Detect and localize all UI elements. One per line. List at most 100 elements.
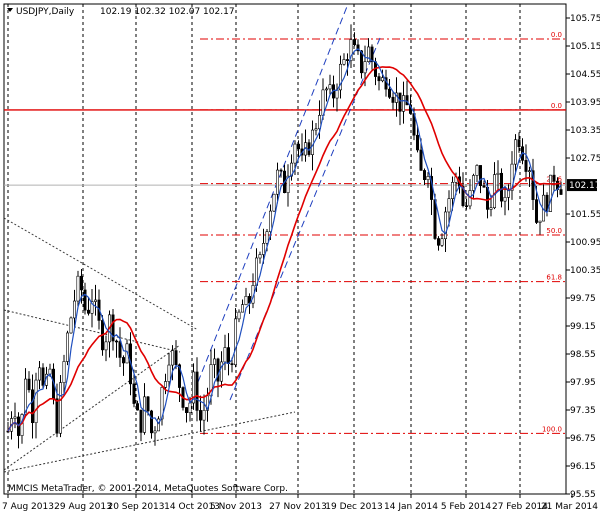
- trendline-upper-dotted: [3, 217, 199, 331]
- candle-bearish: [27, 378, 31, 391]
- y-tick-label: 95.55: [570, 490, 596, 500]
- candle-bullish: [164, 381, 168, 388]
- candle-bearish: [118, 341, 122, 358]
- x-tick-label: 14 Oct 2013: [164, 502, 220, 512]
- candle-bullish: [143, 396, 147, 433]
- candle-bullish: [328, 84, 332, 90]
- candle-bullish: [426, 176, 430, 181]
- fib-level-label: 61.8: [546, 274, 562, 282]
- y-tick-label: 100.35: [570, 266, 600, 276]
- candle-bullish: [76, 275, 80, 302]
- x-tick-label: 27 Feb 2014: [492, 502, 548, 512]
- candle-bearish: [87, 309, 91, 314]
- candle-bearish: [111, 314, 115, 342]
- candle-bullish: [335, 89, 339, 99]
- candle-bearish: [115, 340, 119, 343]
- candle-bullish: [363, 61, 367, 74]
- y-tick-label: 105.75: [570, 14, 600, 24]
- candle-bullish: [447, 198, 451, 213]
- candle-bullish: [157, 418, 161, 432]
- candle-bullish: [496, 172, 500, 175]
- current-price-tag: [567, 179, 597, 192]
- candle-bullish: [506, 190, 510, 198]
- y-tick-label: 102.75: [570, 154, 600, 164]
- x-tick-label: 5 Nov 2013: [210, 502, 262, 512]
- candle-bearish: [230, 363, 234, 366]
- candle-bullish: [268, 210, 272, 232]
- candle-bullish: [272, 193, 276, 212]
- y-tick-label: 99.75: [570, 294, 596, 304]
- candle-bearish: [352, 39, 356, 46]
- candle-bearish: [419, 149, 423, 171]
- trendline-bottom-dotted: [3, 411, 296, 473]
- y-tick-label: 96.15: [570, 462, 596, 472]
- candle-bullish: [538, 220, 542, 223]
- candle-bullish: [202, 409, 206, 421]
- candle-bullish: [167, 364, 171, 382]
- candle-bearish: [199, 410, 203, 421]
- candle-bearish: [279, 169, 283, 172]
- candle-bullish: [66, 332, 70, 362]
- candle-bearish: [559, 189, 563, 195]
- candle-bullish: [234, 318, 238, 366]
- candle-bearish: [55, 398, 59, 434]
- y-tick-label: 99.15: [570, 322, 596, 332]
- candle-bullish: [241, 304, 245, 313]
- fib-level-label: 100.0: [542, 425, 562, 433]
- dropdown-triangle-icon[interactable]: [7, 8, 13, 12]
- candle-bullish: [90, 301, 94, 314]
- candle-bearish: [83, 289, 87, 311]
- candle-bullish: [223, 347, 227, 363]
- candle-bearish: [41, 367, 45, 386]
- candle-bullish: [73, 300, 77, 319]
- candle-bullish: [324, 88, 328, 91]
- y-tick-label: 100.95: [570, 238, 600, 248]
- candle-bullish: [23, 378, 27, 415]
- fib-level-label: 50.0: [546, 227, 562, 235]
- candle-bullish: [510, 163, 514, 191]
- candle-bearish: [398, 92, 402, 112]
- candle-bearish: [178, 364, 182, 388]
- candle-bullish: [160, 387, 164, 420]
- candle-bearish: [517, 139, 521, 148]
- candle-bullish: [293, 143, 297, 164]
- candle-bearish: [436, 238, 440, 246]
- candle-bearish: [122, 357, 126, 364]
- x-tick-label: 27 Nov 2013: [269, 502, 327, 512]
- y-tick-label: 103.95: [570, 98, 600, 108]
- fib-level-label: 0.0: [551, 31, 562, 39]
- candle-bullish: [471, 175, 475, 191]
- candle-bullish: [321, 89, 325, 116]
- candle-bullish: [314, 128, 318, 131]
- candle-bullish: [317, 115, 321, 130]
- candle-bullish: [213, 358, 217, 365]
- candle-bullish: [244, 296, 248, 305]
- candle-bullish: [220, 361, 224, 382]
- candle-bullish: [275, 169, 279, 195]
- candle-bearish: [136, 403, 140, 411]
- candle-bullish: [255, 257, 259, 286]
- candle-bearish: [185, 407, 189, 413]
- candle-bearish: [359, 50, 363, 74]
- y-tick-label: 97.35: [570, 406, 596, 416]
- candle-bullish: [342, 59, 346, 65]
- candle-bullish: [13, 416, 17, 419]
- candle-bullish: [548, 174, 552, 212]
- candle-bullish: [37, 367, 41, 381]
- candle-bullish: [34, 379, 38, 424]
- y-tick-label: 103.35: [570, 126, 600, 136]
- x-tick-label: 5 Feb 2014: [441, 502, 492, 512]
- candle-bullish: [513, 139, 517, 165]
- candle-bullish: [349, 39, 353, 61]
- candle-bearish: [464, 205, 468, 207]
- candle-bullish: [265, 231, 269, 244]
- candle-bearish: [150, 410, 154, 434]
- candle-bearish: [482, 185, 486, 188]
- candle-bullish: [171, 350, 175, 366]
- candle-bearish: [524, 160, 528, 172]
- candle-bearish: [478, 165, 482, 187]
- candle-bullish: [450, 182, 454, 199]
- candle-bearish: [387, 88, 391, 98]
